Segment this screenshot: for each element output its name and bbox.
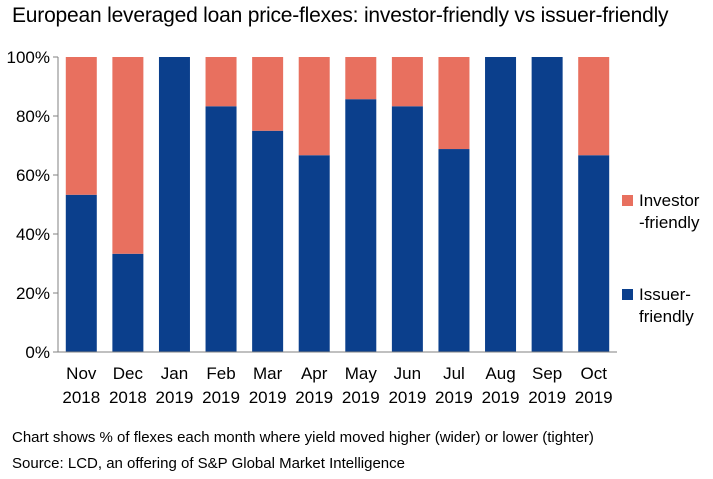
legend-label-issuer: Issuer- friendly — [639, 284, 709, 328]
x-axis: Nov 2018 Dec 2018 Jan 2019 Feb 2019 Mar 2019 Apr 20… — [58, 351, 617, 407]
legend-issuer: Issuer- friendly — [622, 284, 709, 328]
x-tick-label-4-1: 2019 — [249, 388, 287, 407]
legend-label-investor: Investor -friendly — [639, 190, 709, 234]
x-tick-label-10-0: Sep — [532, 364, 562, 383]
bar-investor-3 — [205, 57, 237, 107]
x-tick-label-1-0: Dec — [113, 364, 144, 383]
x-tick-label-7-1: 2019 — [388, 388, 426, 407]
y-axis: 0% 20% 40% 60% 80% 100% — [7, 48, 59, 362]
bar-issuer-9 — [485, 57, 517, 352]
legend-investor: Investor -friendly — [622, 190, 709, 234]
legend-label-investor-line1: Investor — [639, 191, 700, 210]
chart-source: Source: LCD, an offering of S&P Global M… — [12, 455, 405, 472]
x-tick-label-11-0: Oct — [580, 364, 607, 383]
bars-group — [65, 57, 610, 353]
y-tick-label-3: 60% — [16, 166, 50, 185]
x-tick-label-11-1: 2019 — [575, 388, 613, 407]
bar-issuer-5 — [298, 155, 330, 352]
x-tick-label-3-1: 2019 — [202, 388, 240, 407]
bar-investor-7 — [391, 57, 423, 107]
bar-investor-5 — [298, 57, 330, 156]
x-tick-label-0-1: 2018 — [62, 388, 100, 407]
x-tick-label-9-1: 2019 — [482, 388, 520, 407]
x-tick-label-3-0: Feb — [206, 364, 235, 383]
bar-issuer-10 — [531, 57, 563, 352]
bar-investor-4 — [252, 57, 284, 131]
x-tick-label-9-0: Aug — [485, 364, 515, 383]
bar-issuer-2 — [158, 57, 190, 352]
bar-issuer-0 — [65, 194, 97, 352]
chart-title: European leveraged loan price-flexes: in… — [12, 4, 669, 27]
y-tick-label-2: 40% — [16, 225, 50, 244]
legend-label-issuer-line2: friendly — [639, 307, 694, 326]
legend-swatch-issuer — [622, 289, 633, 300]
x-tick-label-6-1: 2019 — [342, 388, 380, 407]
bar-issuer-8 — [438, 149, 470, 352]
x-tick-label-1-1: 2018 — [109, 388, 147, 407]
y-tick-label-0: 0% — [25, 343, 50, 362]
y-tick-label-5: 100% — [7, 48, 50, 67]
bar-investor-8 — [438, 57, 470, 150]
y-tick-label-1: 20% — [16, 284, 50, 303]
bar-issuer-4 — [252, 130, 284, 352]
x-tick-label-10-1: 2019 — [528, 388, 566, 407]
legend-swatch-investor — [622, 195, 633, 206]
x-tick-label-2-0: Jan — [161, 364, 188, 383]
x-tick-label-5-0: Apr — [301, 364, 328, 383]
x-tick-label-7-0: Jun — [394, 364, 421, 383]
x-tick-label-6-0: May — [345, 364, 378, 383]
x-tick-label-4-0: Mar — [253, 364, 283, 383]
bar-investor-6 — [345, 57, 377, 100]
legend-label-issuer-line1: Issuer- — [639, 285, 691, 304]
x-tick-label-8-1: 2019 — [435, 388, 473, 407]
bar-issuer-3 — [205, 106, 237, 353]
x-tick-label-8-0: Jul — [443, 364, 465, 383]
bar-issuer-6 — [345, 99, 377, 352]
bar-investor-0 — [65, 57, 97, 195]
bar-investor-1 — [112, 57, 144, 254]
x-tick-label-5-1: 2019 — [295, 388, 333, 407]
x-tick-label-0-0: Nov — [66, 364, 97, 383]
bar-issuer-7 — [391, 106, 423, 353]
y-tick-label-4: 80% — [16, 107, 50, 126]
legend-label-investor-line2: -friendly — [639, 213, 700, 232]
bar-issuer-11 — [578, 155, 610, 352]
chart-note: Chart shows % of flexes each month where… — [12, 429, 594, 446]
x-tick-label-2-1: 2019 — [156, 388, 194, 407]
bar-investor-11 — [578, 57, 610, 156]
bar-issuer-1 — [112, 253, 144, 352]
